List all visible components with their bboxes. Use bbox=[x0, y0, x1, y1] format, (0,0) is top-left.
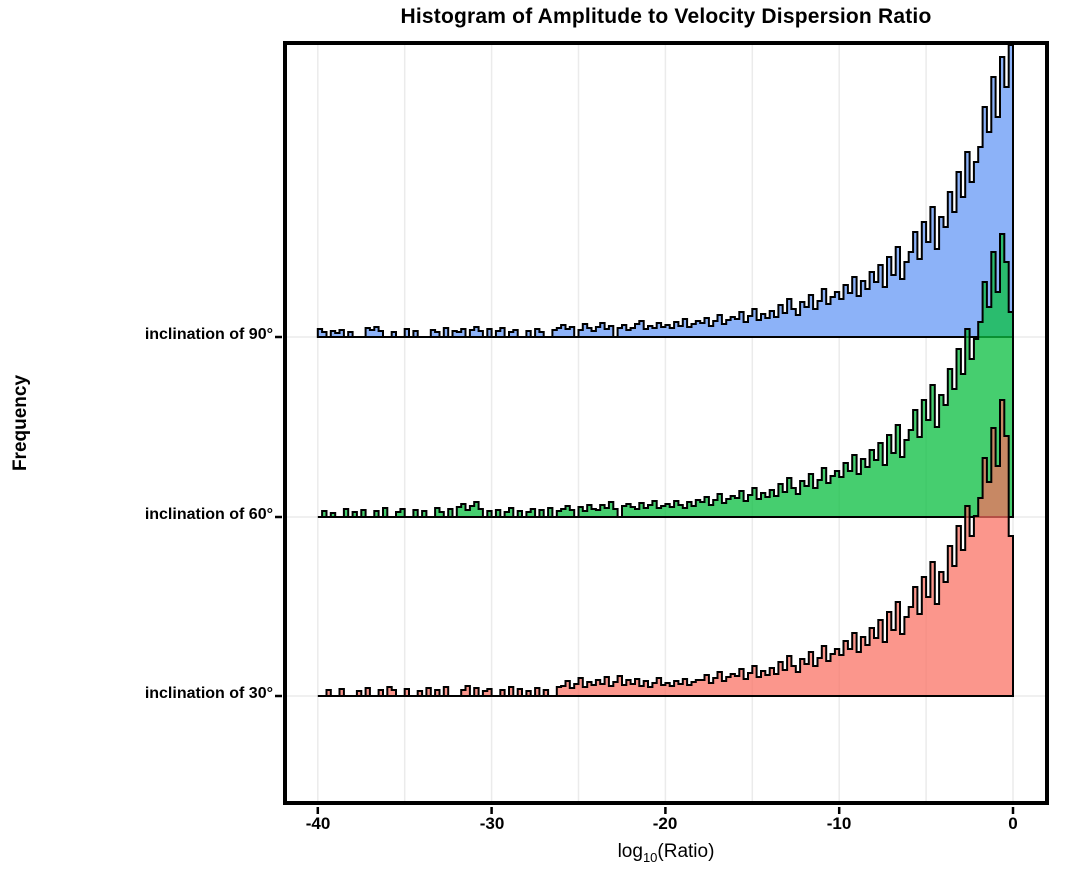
x-axis-label: log10(Ratio) bbox=[283, 841, 1049, 865]
panel-border bbox=[283, 41, 1049, 805]
row-label-inclination-90: inclination of 90° bbox=[144, 326, 273, 343]
row-label-inclination-60: inclination of 60° bbox=[144, 506, 273, 523]
histogram-inclination-60 bbox=[317, 233, 1014, 518]
axis-ticks bbox=[275, 335, 1015, 814]
xtick-neg30: -30 bbox=[479, 814, 505, 833]
xtick-neg20: -20 bbox=[652, 814, 678, 833]
xtick-neg40: -40 bbox=[305, 814, 331, 833]
x-axis-label-ratio: (Ratio) bbox=[657, 841, 715, 862]
xtick-0: 0 bbox=[1008, 814, 1018, 833]
row-label-inclination-30: inclination of 30° bbox=[144, 685, 273, 702]
histogram-inclination-30 bbox=[317, 399, 1014, 697]
chart-title: Histogram of Amplitude to Velocity Dispe… bbox=[400, 5, 932, 28]
x-axis-label-base: 10 bbox=[642, 849, 658, 865]
xtick-neg10: -10 bbox=[826, 814, 852, 833]
histogram-inclination-90 bbox=[316, 44, 1014, 338]
x-axis-label-log: log bbox=[617, 841, 643, 862]
